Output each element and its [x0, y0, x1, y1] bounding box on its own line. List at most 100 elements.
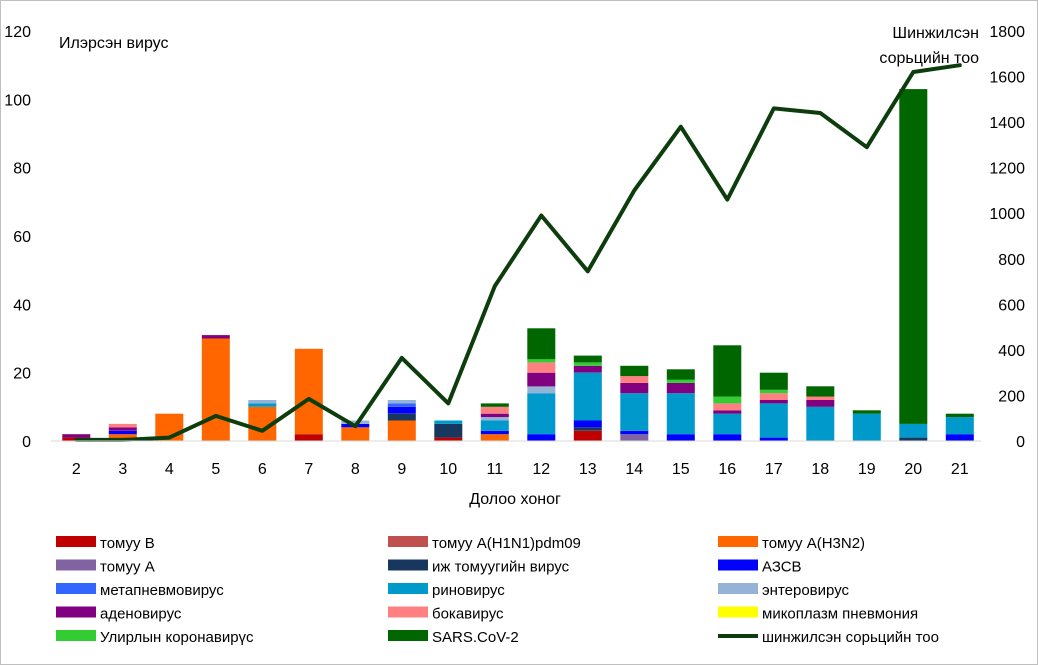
- bar-segment-w13-s9: [573, 365, 602, 373]
- bar-segment-w10-s7: [434, 420, 463, 424]
- legend-swatch-8: [718, 583, 758, 594]
- bar-segment-w15-s7: [666, 393, 695, 435]
- legend-swatch-9: [56, 606, 96, 618]
- bar-segment-w13-s7: [573, 372, 602, 421]
- legend-label-7: риновирус: [432, 582, 505, 599]
- legend-label-12: Улирлын коронавирүс: [100, 629, 254, 646]
- legend-label-line: шинжилсэн сорьцийн тоо: [762, 629, 939, 646]
- bar-segment-w12-s5: [527, 434, 556, 441]
- legend-label-9: аденовирус: [100, 606, 182, 623]
- legend: томуу B томуу A(H1N1)pdm09 томуу A(H3N2) то…: [56, 535, 939, 646]
- bar-segment-w9-s6: [387, 403, 416, 407]
- bar-segment-w8-s2: [341, 427, 370, 441]
- bar-segment-w11-s2: [480, 434, 509, 441]
- bar-segment-w13-s12: [573, 362, 602, 366]
- y2-tick-label-1400: 1400: [989, 115, 1025, 132]
- bar-segment-w16-s13: [713, 345, 742, 397]
- y2-tick-label-0: 0: [1016, 434, 1025, 451]
- legend-label-3: томуу A: [100, 559, 155, 576]
- bar-segment-w10-s4: [434, 423, 463, 438]
- bar-segment-w12-s12: [527, 359, 556, 363]
- bar-segment-w13-s5: [573, 420, 602, 428]
- y2-axis-title-line-2: сорьцийн тоо: [879, 50, 979, 67]
- y-tick-label-60: 60: [13, 229, 31, 246]
- bar-segment-w17-s13: [759, 372, 788, 390]
- x-tick-label-15: 15: [672, 461, 690, 478]
- bar-segment-w16-s5: [713, 434, 742, 441]
- bar-segment-w11-s9: [480, 413, 509, 418]
- bar-segment-w18-s7: [806, 406, 835, 441]
- bar-segment-w3-s9: [108, 427, 137, 431]
- bar-segment-w18-s9: [806, 400, 835, 407]
- legend-swatch-12: [56, 630, 96, 641]
- y2-tick-label-800: 800: [998, 252, 1025, 269]
- legend-swatch-3: [56, 559, 96, 571]
- bar-segment-w3-s10: [108, 423, 137, 428]
- bar-segment-w13-s0: [573, 430, 602, 442]
- x-tick-label-2: 2: [72, 461, 81, 478]
- legend-swatch-7: [388, 583, 428, 594]
- bar-segment-w17-s9: [759, 400, 788, 404]
- y2-axis-title-line-1: Шинжилсэн: [892, 25, 979, 42]
- bar-segment-w16-s10: [713, 403, 742, 411]
- legend-label-6: метапневмовирус: [100, 582, 224, 599]
- x-tick-label-9: 9: [397, 461, 406, 478]
- bar-segment-w13-s13: [573, 355, 602, 363]
- y2-tick-label-1000: 1000: [989, 206, 1025, 223]
- bar-segment-w16-s7: [713, 413, 742, 435]
- x-tick-label-16: 16: [718, 461, 736, 478]
- bar-segment-w17-s7: [759, 403, 788, 438]
- bar-segment-w9-s8: [387, 400, 416, 404]
- legend-swatch-11: [718, 606, 758, 618]
- y-tick-label-100: 100: [4, 92, 31, 109]
- bar-segment-w5-s9: [201, 335, 230, 339]
- bar-segment-w5-s2: [201, 338, 230, 441]
- bar-segment-w7-s0: [294, 434, 323, 441]
- bar-segment-w14-s5: [620, 430, 649, 435]
- bar-segment-w14-s13: [620, 365, 649, 377]
- bar-segment-w15-s13: [666, 369, 695, 380]
- x-tick-label-20: 20: [904, 461, 922, 478]
- bar-segment-w14-s10: [620, 376, 649, 383]
- bar-segment-w12-s7: [527, 393, 556, 435]
- x-tick-label-11: 11: [486, 461, 503, 478]
- bar-segment-w9-s4: [387, 413, 416, 421]
- bar-segment-w12-s8: [527, 386, 556, 394]
- legend-swatch-2: [718, 536, 758, 547]
- bar-segment-w14-s3: [620, 434, 649, 441]
- y2-tick-label-1600: 1600: [989, 70, 1025, 87]
- y-tick-label-80: 80: [13, 161, 31, 178]
- bar-segment-w16-s9: [713, 410, 742, 414]
- legend-label-11: микоплазм пневмония: [762, 606, 918, 623]
- bar-segment-w2-s9: [62, 434, 91, 438]
- bar-segment-w12-s13: [527, 328, 556, 360]
- y-tick-label-40: 40: [13, 297, 31, 314]
- x-tick-label-18: 18: [811, 461, 829, 478]
- bar-segment-w21-s7: [945, 417, 974, 435]
- bar-segment-w3-s5: [108, 430, 137, 435]
- x-tick-label-3: 3: [118, 461, 127, 478]
- legend-swatch-1: [388, 536, 428, 547]
- bar-segment-w12-s9: [527, 372, 556, 387]
- legend-swatch-10: [388, 606, 428, 618]
- bar-segment-w14-s7: [620, 393, 649, 431]
- bar-segment-w10-s0: [434, 437, 463, 441]
- legend-label-13: SARS.CoV-2: [432, 629, 519, 646]
- y2-tick-label-200: 200: [998, 388, 1025, 405]
- x-tick-label-4: 4: [165, 461, 174, 478]
- bar-segment-w20-s13: [899, 89, 928, 424]
- y-axis-title: Илэрсэн вирус: [59, 35, 169, 52]
- bar-segment-w11-s10: [480, 406, 509, 414]
- bar-segment-w17-s10: [759, 393, 788, 400]
- line-series-samples-tested: [74, 63, 962, 442]
- bar-segment-w9-s5: [387, 406, 416, 414]
- bar-segment-w6-s8: [248, 400, 277, 404]
- legend-label-4: иж томуугийн вирус: [432, 559, 570, 576]
- bar-segment-w15-s5: [666, 434, 695, 441]
- y-tick-label-0: 0: [22, 434, 31, 451]
- bar-segment-w18-s10: [806, 396, 835, 400]
- x-axis-title: Долоо хоног: [469, 491, 561, 508]
- legend-label-8: энтеровирус: [762, 582, 850, 599]
- bar-segment-w19-s13: [852, 410, 881, 414]
